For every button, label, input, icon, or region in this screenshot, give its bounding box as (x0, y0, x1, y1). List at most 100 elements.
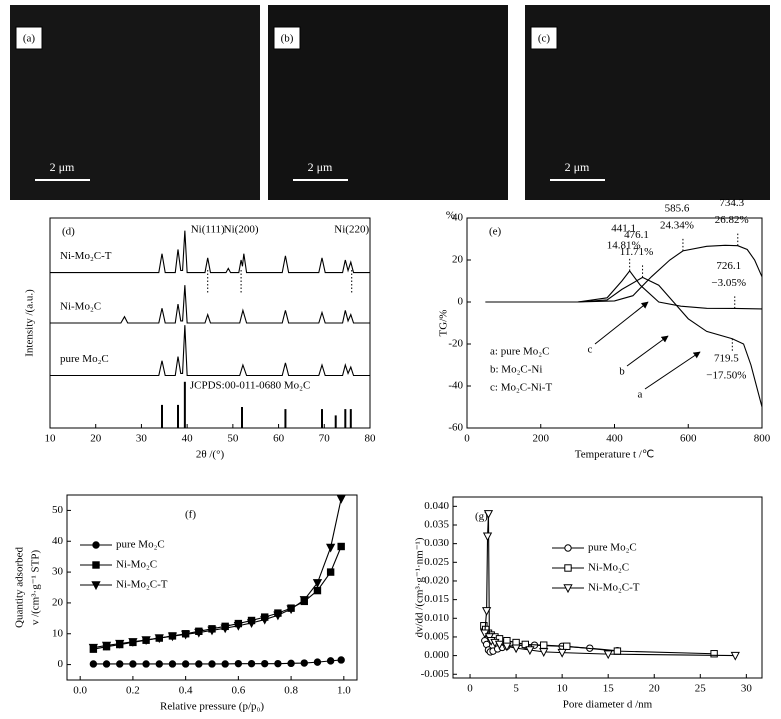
x-tick-label: 10 (45, 433, 57, 445)
marker (336, 495, 346, 504)
marker (564, 564, 572, 572)
marker (233, 622, 243, 631)
y-tick-label: 0.015 (424, 593, 449, 605)
sem-images: (a) 2 μm (b) 2 μm (c) 2 μm (10, 5, 770, 200)
y-axis-label: dv/dd /(cm³·g⁻¹·nm⁻¹) (414, 537, 426, 637)
panel-label-box (530, 26, 558, 50)
marker (208, 660, 216, 668)
chart: (f) 0.0 0.2 0.4 0.6 0.8 1.0 0 10 20 30 40 50 Relative… (14, 494, 358, 713)
x-tick-label: 25 (695, 683, 707, 695)
y-tick-label: 0.025 (424, 556, 449, 568)
x-tick-label: 800 (754, 433, 771, 445)
marker (603, 650, 613, 660)
marker (287, 659, 295, 668)
y-tick-label: 30 (52, 566, 64, 578)
legend-label: Ni-Mo₂C (588, 562, 629, 574)
legend-label: Ni-Mo₂C-T (588, 582, 640, 594)
x-tick-label: 0.8 (284, 685, 298, 697)
marker (540, 641, 548, 649)
marker (326, 543, 336, 553)
curve-tag: a (638, 389, 643, 401)
curve-tag: c (588, 344, 593, 356)
annotation-y: 11.71% (620, 246, 654, 258)
marker (260, 615, 270, 625)
y-tick-label: 0.005 (424, 630, 449, 642)
y-tick-label: 0.040 (424, 500, 449, 512)
marker (155, 660, 163, 668)
x-tick-label: 40 (182, 433, 194, 445)
series-line (485, 276, 763, 408)
marker (730, 651, 740, 661)
annotation-y: 24.34% (660, 219, 694, 231)
panel-label: (c) (538, 33, 551, 45)
marker (483, 510, 494, 519)
panel-label: (e) (489, 226, 502, 238)
y-axis-label: v /(cm³·g⁻¹ STP) (30, 549, 42, 625)
marker (337, 656, 345, 664)
marker (207, 626, 217, 636)
y-tick-label: -60 (448, 422, 463, 434)
marker (313, 658, 322, 666)
marker (557, 648, 567, 658)
series-line (485, 269, 763, 310)
x-tick-label: 0.4 (179, 685, 193, 697)
x-axis-label: 2θ /(°) (196, 449, 225, 461)
scale-bar-label: 2 μm (308, 160, 333, 174)
marker (246, 619, 257, 629)
curve-arrow (644, 351, 701, 390)
y-tick-label: 0.010 (424, 612, 449, 624)
y-tick-label: 0.000 (424, 649, 449, 661)
chart: (e) 0 200 400 600 800 -60 -40 -20 0 20 40 Temperatur… (438, 197, 771, 460)
marker (195, 660, 203, 668)
marker (129, 660, 137, 668)
marker (563, 584, 573, 594)
marker (91, 581, 101, 591)
y-tick-label: -20 (448, 338, 463, 350)
x-tick-label: 0.6 (231, 685, 245, 697)
marker (142, 660, 150, 668)
annotation-y: 14.81% (607, 239, 641, 251)
marker (128, 638, 138, 647)
x-tick-label: 30 (136, 433, 148, 445)
curve-arrow (594, 301, 649, 345)
x-tick-label: 0.2 (126, 685, 140, 697)
panel-label: (b) (281, 33, 294, 45)
marker (312, 579, 323, 588)
x-tick-label: 400 (606, 433, 623, 445)
marker (194, 628, 204, 638)
marker (154, 634, 164, 644)
x-tick-label: 50 (227, 433, 239, 445)
x-tick-label: 0 (467, 683, 473, 695)
marker (326, 568, 335, 576)
marker (494, 640, 505, 650)
marker (88, 643, 98, 653)
y-tick-label: 40 (52, 535, 64, 547)
annotation-x: 441.1 (611, 222, 636, 234)
annotation-y: −3.05% (711, 277, 746, 289)
marker (116, 660, 124, 668)
y-tick-label: 0 (58, 658, 64, 670)
marker (502, 642, 512, 652)
marker (92, 541, 100, 549)
plot-frame (66, 494, 358, 681)
marker (101, 641, 112, 651)
series-label: Ni-Mo₂C (60, 301, 101, 313)
marker (89, 660, 98, 668)
y-tick-label: 10 (52, 627, 64, 639)
annotation-x: 476.1 (624, 229, 649, 241)
marker (167, 632, 178, 642)
marker (168, 660, 177, 668)
marker (710, 650, 718, 658)
marker (220, 624, 230, 634)
marker (286, 605, 296, 615)
panel-label-box (15, 26, 43, 50)
x-tick-label: 20 (90, 433, 102, 445)
legend-label: c: Mo₂C-Ni-T (490, 382, 552, 394)
annotation-x: 734.3 (719, 197, 744, 209)
x-axis-label: Pore diameter d /nm (563, 699, 653, 711)
marker (247, 659, 256, 668)
legend-label: a: pure Mo₂C (490, 346, 549, 358)
marker (221, 660, 229, 668)
